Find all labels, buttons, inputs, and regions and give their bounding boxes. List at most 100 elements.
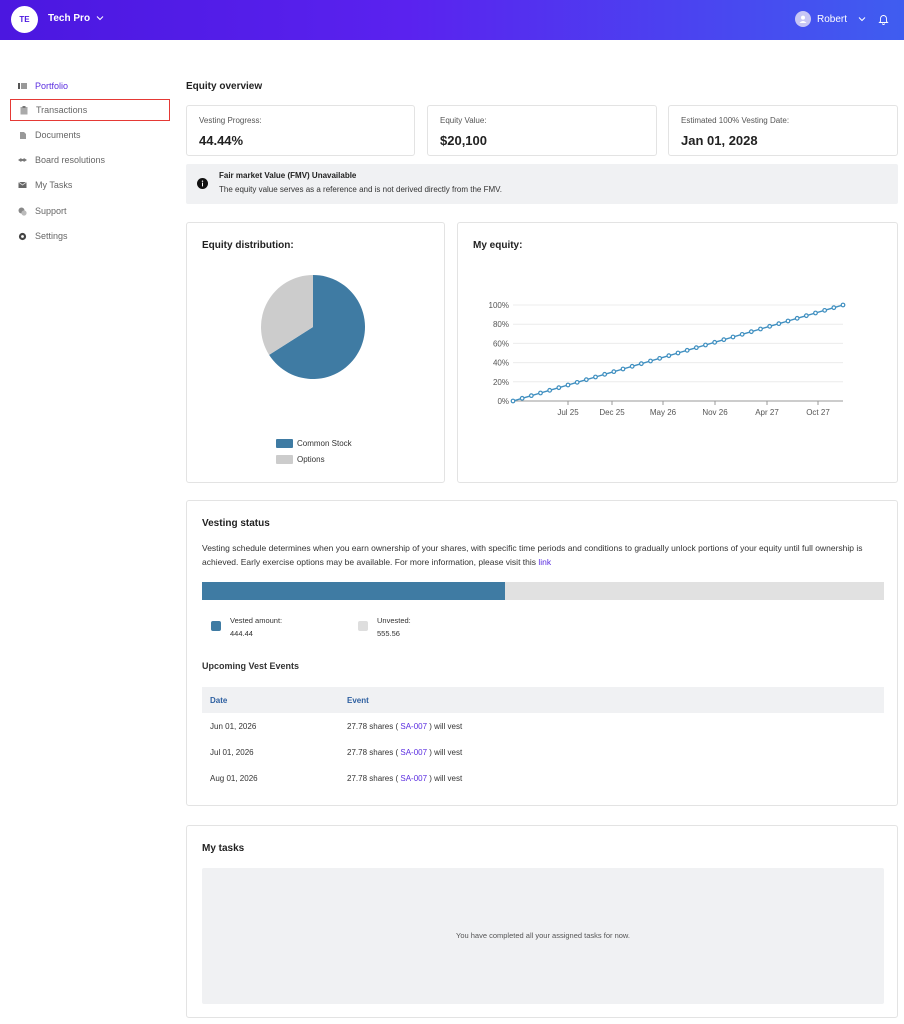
data-point[interactable] — [739, 331, 745, 337]
data-point[interactable] — [519, 395, 525, 401]
column-header-date[interactable]: Date — [210, 696, 228, 705]
x-tick-label: Nov 26 — [702, 408, 728, 417]
event-text: 27.78 shares ( — [347, 774, 399, 783]
data-point[interactable] — [556, 385, 562, 391]
bell-icon[interactable] — [878, 13, 889, 25]
x-tick-label: Jul 25 — [557, 408, 579, 417]
grant-link[interactable]: SA-007 — [400, 748, 428, 757]
chevron-down-icon[interactable] — [857, 14, 867, 24]
pie-slice-options[interactable] — [261, 275, 313, 355]
data-point[interactable] — [629, 363, 635, 369]
sidebar-item-documents[interactable]: Documents — [10, 124, 170, 146]
data-point[interactable] — [528, 393, 534, 399]
data-point[interactable] — [758, 326, 763, 332]
row-event: 27.78 shares ( SA-007 ) will vest — [347, 748, 462, 757]
vesting-status-panel: Vesting status Vesting schedule determin… — [186, 500, 898, 806]
event-text: ) will vest — [429, 774, 463, 783]
data-point[interactable] — [684, 347, 690, 353]
sidebar-item-transactions[interactable]: Transactions — [10, 99, 170, 121]
card-value: $20,100 — [440, 133, 487, 148]
data-point[interactable] — [693, 345, 699, 351]
notice-text: The equity value serves as a reference a… — [219, 185, 502, 194]
event-text: 27.78 shares ( — [347, 748, 399, 757]
data-point[interactable] — [620, 366, 626, 372]
sidebar-item-my-tasks[interactable]: My Tasks — [10, 174, 170, 196]
data-point[interactable] — [593, 374, 598, 380]
data-point[interactable] — [574, 379, 580, 385]
sidebar-item-label: Portfolio — [35, 81, 69, 91]
data-point[interactable] — [803, 313, 809, 319]
data-point[interactable] — [813, 310, 818, 316]
sidebar-item-board-resolutions[interactable]: Board resolutions — [10, 149, 170, 171]
data-point[interactable] — [840, 302, 846, 308]
data-point[interactable] — [638, 361, 644, 367]
data-point[interactable] — [748, 329, 754, 335]
data-point[interactable] — [822, 307, 828, 313]
org-avatar[interactable]: TE — [11, 6, 38, 33]
notice-title: Fair market Value (FMV) Unavailable — [219, 171, 357, 180]
data-point[interactable] — [675, 350, 681, 356]
user-menu[interactable]: Robert — [817, 14, 848, 25]
data-point[interactable] — [794, 315, 800, 321]
page-title: Equity overview — [186, 81, 263, 92]
y-tick-label: 0% — [497, 397, 509, 406]
sidebar-item-label: Board resolutions — [35, 155, 106, 165]
data-point[interactable] — [510, 398, 516, 404]
card-label: Estimated 100% Vesting Date: — [681, 116, 790, 125]
x-tick-label: Apr 27 — [755, 408, 779, 417]
avatar[interactable] — [795, 11, 811, 27]
legend-item: Options — [276, 455, 325, 464]
my-tasks-panel: My tasks You have completed all your ass… — [186, 825, 898, 1018]
x-tick-label: Oct 27 — [806, 408, 830, 417]
pie-slice-common-stock[interactable] — [269, 275, 365, 379]
event-text: ) will vest — [429, 748, 463, 757]
data-point[interactable] — [602, 371, 608, 377]
vested-legend: Vested amount: 444.44 — [211, 616, 282, 638]
card-label: Equity Value: — [440, 116, 487, 125]
sidebar-item-support[interactable]: Support — [10, 200, 170, 222]
data-point[interactable] — [721, 337, 727, 343]
data-point[interactable] — [703, 342, 708, 348]
grant-link[interactable]: SA-007 — [400, 722, 428, 731]
data-point[interactable] — [611, 369, 617, 375]
vested-label: Vested amount: — [230, 616, 283, 625]
unvested-value: 555.56 — [377, 629, 400, 638]
sidebar-item-label: Settings — [35, 231, 68, 241]
data-point[interactable] — [730, 334, 736, 340]
data-point[interactable] — [767, 323, 773, 329]
data-point[interactable] — [547, 387, 553, 393]
data-point[interactable] — [648, 358, 653, 364]
row-date: Aug 01, 2026 — [210, 774, 258, 783]
data-point[interactable] — [776, 321, 782, 327]
legend-label: Common Stock — [297, 439, 352, 448]
data-point[interactable] — [666, 353, 672, 359]
sidebar-item-label: My Tasks — [35, 180, 73, 190]
data-point[interactable] — [657, 355, 663, 361]
data-point[interactable] — [538, 390, 543, 396]
chevron-down-icon[interactable] — [95, 13, 105, 23]
panel-title: Equity distribution: — [202, 240, 294, 251]
info-link[interactable]: link — [538, 557, 552, 567]
grant-link[interactable]: SA-007 — [400, 774, 428, 783]
org-switcher[interactable]: Tech Pro — [48, 13, 91, 24]
data-point[interactable] — [785, 318, 791, 324]
sidebar-item-portfolio[interactable]: Portfolio — [10, 75, 170, 97]
y-tick-label: 100% — [489, 301, 509, 310]
data-point[interactable] — [712, 339, 718, 345]
card-value: 44.44% — [199, 133, 244, 148]
document-icon — [18, 131, 27, 140]
row-event: 27.78 shares ( SA-007 ) will vest — [347, 722, 462, 731]
column-header-event[interactable]: Event — [347, 696, 369, 705]
row-date: Jun 01, 2026 — [210, 722, 257, 731]
sidebar-item-settings[interactable]: Settings — [10, 225, 170, 247]
legend-swatch — [358, 621, 368, 631]
tasks-empty-state: You have completed all your assigned tas… — [202, 868, 884, 1004]
info-icon — [197, 178, 208, 189]
empty-message: You have completed all your assigned tas… — [456, 931, 630, 940]
data-point[interactable] — [565, 382, 571, 388]
handshake-icon — [18, 156, 27, 165]
data-point[interactable] — [831, 305, 837, 311]
clipboard-icon — [19, 105, 28, 115]
vested-fill — [202, 582, 506, 600]
data-point[interactable] — [583, 377, 589, 383]
